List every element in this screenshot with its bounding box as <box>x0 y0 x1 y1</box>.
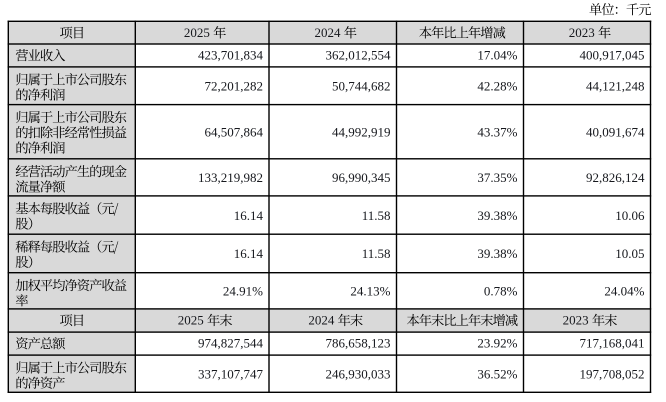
svg-text:72,201,282: 72,201,282 <box>205 78 264 93</box>
svg-text:44,992,919: 44,992,919 <box>332 124 391 139</box>
svg-text:11.58: 11.58 <box>362 246 391 261</box>
svg-text:337,107,747: 337,107,747 <box>198 366 264 381</box>
svg-text:50,744,682: 50,744,682 <box>332 78 391 93</box>
svg-text:16.14: 16.14 <box>234 246 264 261</box>
svg-text:133,219,982: 133,219,982 <box>198 170 263 185</box>
svg-text:197,708,052: 197,708,052 <box>580 366 645 381</box>
svg-text:36.52%: 36.52% <box>477 366 517 381</box>
svg-text:2024: 2024 <box>308 313 335 328</box>
svg-text:11.58: 11.58 <box>362 208 391 223</box>
svg-text:17.04%: 17.04% <box>477 48 517 63</box>
svg-text:717,168,041: 717,168,041 <box>580 336 645 351</box>
svg-text:24.91%: 24.91% <box>223 284 263 299</box>
svg-text:2024: 2024 <box>314 25 341 40</box>
svg-text:40,091,674: 40,091,674 <box>586 124 645 139</box>
svg-text:16.14: 16.14 <box>234 208 264 223</box>
svg-text:96,990,345: 96,990,345 <box>332 170 391 185</box>
svg-text:24.13%: 24.13% <box>350 284 390 299</box>
svg-text:2023: 2023 <box>569 25 595 40</box>
svg-text:44,121,248: 44,121,248 <box>586 78 645 93</box>
svg-text:362,012,554: 362,012,554 <box>326 48 392 63</box>
svg-text:39.38%: 39.38% <box>477 208 517 223</box>
svg-text:786,658,123: 786,658,123 <box>326 336 391 351</box>
svg-text:23.92%: 23.92% <box>477 336 517 351</box>
svg-text:974,827,544: 974,827,544 <box>198 336 264 351</box>
svg-text:37.35%: 37.35% <box>477 170 517 185</box>
svg-text:92,826,124: 92,826,124 <box>586 170 645 185</box>
svg-text:43.37%: 43.37% <box>477 124 517 139</box>
svg-text:246,930,033: 246,930,033 <box>326 366 391 381</box>
svg-text:10.06: 10.06 <box>615 208 645 223</box>
svg-text:2025: 2025 <box>184 25 210 40</box>
svg-text:2025: 2025 <box>178 313 204 328</box>
svg-text:42.28%: 42.28% <box>477 78 517 93</box>
svg-text:24.04%: 24.04% <box>604 284 644 299</box>
svg-text:64,507,864: 64,507,864 <box>205 124 264 139</box>
svg-text:0.78%: 0.78% <box>484 284 518 299</box>
svg-text:10.05: 10.05 <box>615 246 644 261</box>
svg-text:400,917,045: 400,917,045 <box>580 48 645 63</box>
svg-text:423,701,834: 423,701,834 <box>198 48 264 63</box>
svg-text:2023: 2023 <box>563 313 589 328</box>
svg-text:39.38%: 39.38% <box>477 246 517 261</box>
